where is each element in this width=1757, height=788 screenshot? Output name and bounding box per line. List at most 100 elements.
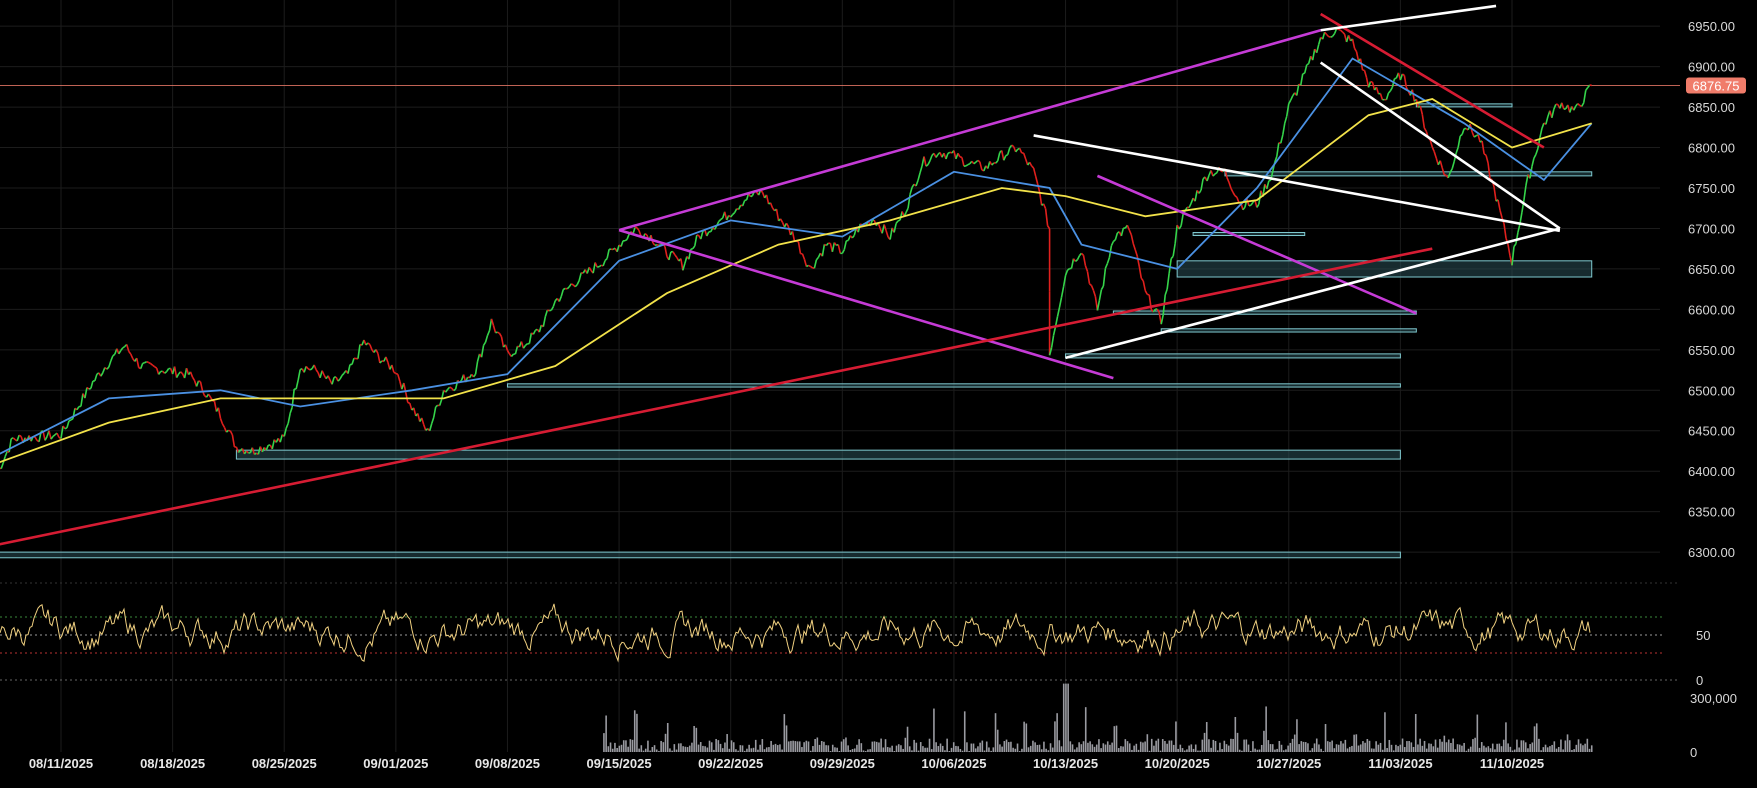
volume-bar: [623, 740, 625, 752]
volume-bar: [1147, 734, 1149, 752]
volume-bar: [1039, 745, 1041, 752]
time-tick-label: 09/15/2025: [587, 756, 652, 771]
volume-bar: [1485, 747, 1487, 752]
volume-bar: [1089, 741, 1091, 752]
volume-bar: [1551, 745, 1553, 752]
volume-bar: [1422, 746, 1424, 752]
volume-bar: [636, 714, 638, 752]
volume-bar: [1571, 750, 1573, 752]
volume-bar: [1037, 745, 1039, 752]
volume-bar: [1576, 745, 1578, 752]
price-tick-label: 6750.00: [1688, 181, 1735, 196]
volume-bar: [685, 747, 687, 752]
volume-bar: [1349, 747, 1351, 752]
volume-bar: [693, 726, 695, 752]
volume-bar: [751, 748, 753, 752]
volume-bar: [1292, 739, 1294, 752]
volume-bar: [691, 743, 693, 752]
price-tick-label: 6600.00: [1688, 302, 1735, 317]
support-zone: [1161, 329, 1416, 332]
time-tick-label: 10/13/2025: [1033, 756, 1098, 771]
volume-bar: [1329, 742, 1331, 752]
volume-bar: [1375, 741, 1377, 752]
volume-bar: [1488, 746, 1490, 752]
volume-bar: [801, 747, 803, 752]
volume-bar: [823, 742, 825, 752]
volume-bar: [1364, 743, 1366, 752]
volume-bar: [872, 742, 874, 752]
volume-bar: [1362, 741, 1364, 752]
volume-bar: [907, 727, 909, 752]
volume-bar: [819, 745, 821, 752]
volume-bar: [1496, 744, 1498, 752]
volume-bar: [799, 741, 801, 752]
volume-bar: [918, 751, 920, 752]
volume-bar: [621, 745, 623, 752]
volume-bar: [1246, 739, 1248, 752]
volume-bar: [869, 749, 871, 752]
volume-bar: [1347, 748, 1349, 752]
price-tick-label: 6850.00: [1688, 100, 1735, 115]
volume-bar: [1072, 744, 1074, 752]
volume-bar: [1558, 747, 1560, 752]
volume-bar: [1151, 739, 1153, 752]
volume-bar: [1338, 745, 1340, 752]
support-zone: [507, 384, 1400, 387]
support-zone: [1066, 354, 1401, 358]
price-tick-label: 6700.00: [1688, 221, 1735, 236]
volume-bar: [1499, 744, 1501, 752]
price-segment: [1303, 73, 1305, 74]
price-segment: [1006, 155, 1008, 156]
volume-bar: [1340, 741, 1342, 752]
volume-bar: [1210, 748, 1212, 752]
volume-bar: [982, 741, 984, 752]
volume-bar: [1105, 745, 1107, 752]
volume-bar: [1360, 744, 1362, 752]
volume-bar: [1589, 749, 1591, 752]
price-segment: [454, 389, 456, 390]
price-segment: [898, 220, 900, 221]
volume-bar: [1545, 745, 1547, 752]
volume-bar: [1373, 749, 1375, 752]
volume-bar: [1345, 740, 1347, 752]
volume-bar: [1094, 747, 1096, 752]
volume-bar: [733, 742, 735, 752]
volume-bar: [1195, 745, 1197, 752]
volume-bar: [999, 744, 1001, 752]
volume-tick-label: 300,000: [1690, 691, 1737, 706]
volume-bar: [1402, 739, 1404, 752]
volume-bar: [1472, 739, 1474, 752]
volume-bar: [995, 713, 997, 752]
volume-bar: [1501, 746, 1503, 752]
volume-bar: [990, 751, 992, 752]
volume-bar: [1111, 743, 1113, 752]
volume-bar: [1199, 751, 1201, 752]
volume-bar: [1193, 749, 1195, 752]
volume-bar: [1136, 744, 1138, 752]
volume-bar: [1043, 742, 1045, 752]
volume-bar: [1393, 750, 1395, 752]
volume-bar: [1259, 750, 1261, 752]
volume-bar: [968, 751, 970, 752]
volume-bar: [1118, 748, 1120, 752]
volume-bar: [1052, 748, 1054, 752]
time-tick-label: 08/11/2025: [29, 756, 93, 771]
volume-bar: [1100, 748, 1102, 752]
volume-bar: [1287, 746, 1289, 752]
volume-bar: [1270, 744, 1272, 752]
volume-bar: [944, 750, 946, 752]
time-tick-label: 10/27/2025: [1256, 756, 1321, 771]
volume-bar: [1507, 743, 1509, 752]
price-segment: [310, 369, 312, 370]
price-segment: [394, 372, 396, 373]
price-segment: [1215, 173, 1217, 174]
volume-bar: [1404, 747, 1406, 752]
volume-bar: [792, 741, 794, 752]
volume-bar: [951, 748, 953, 752]
time-tick-label: 10/06/2025: [921, 756, 986, 771]
price-segment: [155, 367, 157, 368]
volume-bar: [1312, 748, 1314, 752]
price-segment: [745, 200, 747, 201]
volume-bar: [1448, 740, 1450, 752]
price-tick-label: 6550.00: [1688, 343, 1735, 358]
